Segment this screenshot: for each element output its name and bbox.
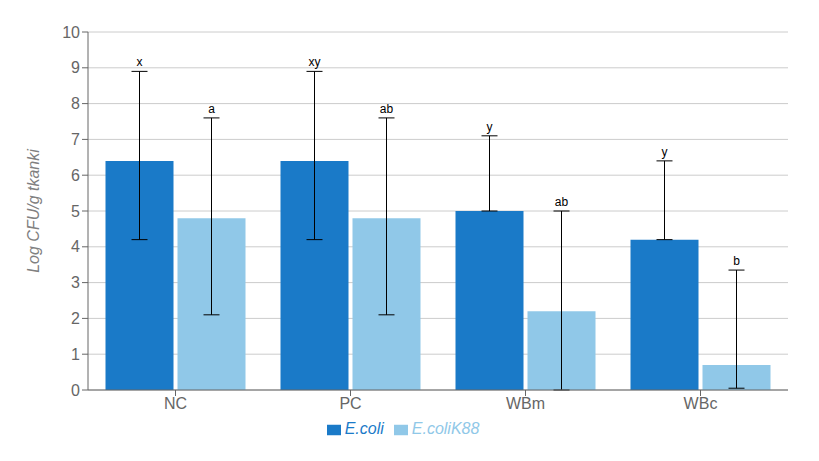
svg-text:Log CFU/g tkanki: Log CFU/g tkanki [25,149,42,273]
svg-text:0: 0 [71,382,80,399]
svg-text:y: y [487,120,493,134]
svg-text:1: 1 [71,346,80,363]
svg-text:WBm: WBm [506,395,545,412]
svg-text:WBc: WBc [684,395,718,412]
svg-text:8: 8 [71,95,80,112]
svg-text:4: 4 [71,238,80,255]
svg-text:7: 7 [71,131,80,148]
svg-text:6: 6 [71,167,80,184]
svg-text:PC: PC [339,395,361,412]
svg-text:3: 3 [71,274,80,291]
svg-text:ab: ab [380,102,394,116]
svg-text:y: y [662,145,668,159]
svg-text:a: a [208,102,215,116]
svg-text:ab: ab [555,195,569,209]
svg-text:x: x [137,55,143,69]
svg-text:NC: NC [164,395,187,412]
svg-text:xy: xy [309,55,321,69]
svg-text:5: 5 [71,203,80,220]
html-text:E.coliK88: E.coliK88 [411,420,480,437]
svg-text:b: b [733,254,740,268]
svg-text:2: 2 [71,310,80,327]
svg-text:9: 9 [71,59,80,76]
html-text:E.coli: E.coli [344,420,384,437]
svg-text:10: 10 [62,24,80,41]
